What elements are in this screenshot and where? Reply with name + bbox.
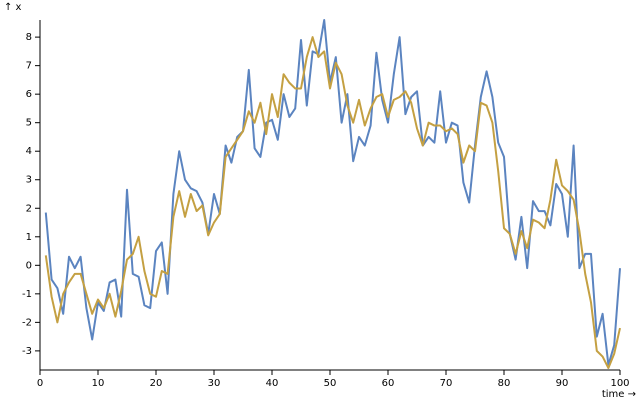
- line: [44, 36, 621, 369]
- x-tick-label: 10: [92, 378, 105, 389]
- y-tick-label: 3: [26, 175, 32, 186]
- y-tick-label: 0: [26, 260, 32, 271]
- y-axis-label: ↑ x: [4, 2, 22, 13]
- x-tick-label: 90: [556, 378, 569, 389]
- y-tick-label: 2: [26, 203, 32, 214]
- y-tick-label: -2: [22, 317, 32, 328]
- y-tick-label: 5: [26, 118, 32, 129]
- y-tick-label: 1: [26, 232, 32, 243]
- x-tick-label: 20: [150, 378, 163, 389]
- y-tick-label: -1: [22, 289, 32, 300]
- y-tick-label: 8: [26, 32, 32, 43]
- x-tick-label: 30: [208, 378, 221, 389]
- x-axis-label: time →: [602, 389, 636, 400]
- y-tick-label: 6: [26, 89, 32, 100]
- x-tick-label: 0: [37, 378, 43, 389]
- y-tick-label: -3: [22, 346, 32, 357]
- y-tick-label: 7: [26, 61, 32, 72]
- x-tick-label: 80: [498, 378, 511, 389]
- x-tick-label: 70: [440, 378, 453, 389]
- x-tick-label: 40: [266, 378, 279, 389]
- x-tick-label: 100: [610, 378, 629, 389]
- x-tick-label: 60: [382, 378, 395, 389]
- y-tick-label: 4: [26, 146, 32, 157]
- x-tick-label: 50: [324, 378, 337, 389]
